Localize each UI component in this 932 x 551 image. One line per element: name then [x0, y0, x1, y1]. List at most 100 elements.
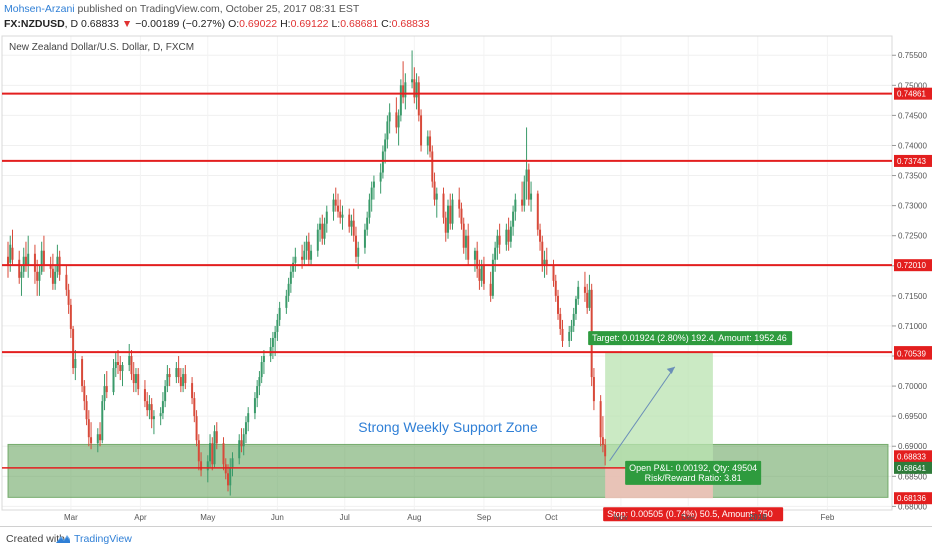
candle-body [262, 356, 265, 363]
candle-body [415, 82, 418, 98]
candle-body [101, 401, 104, 441]
candle-body [274, 331, 277, 338]
candle-body [458, 199, 461, 209]
candle-body [543, 259, 546, 266]
candle-body [96, 434, 99, 444]
candle-body [583, 286, 586, 293]
candle-body [175, 368, 178, 378]
candle-body [238, 440, 241, 459]
author-link[interactable]: Mohsen-Arzani [4, 3, 75, 15]
candle-body [525, 169, 528, 182]
candle-body [99, 434, 102, 441]
x-tick-label: Nov [614, 513, 628, 522]
candle-body [489, 283, 492, 296]
candle-body [9, 244, 12, 263]
candle-body [337, 205, 339, 212]
candle-body [231, 458, 234, 468]
pnl-text: Open P&L: 0.00192, Qty: 49504 [629, 463, 757, 473]
candle-body [541, 241, 544, 266]
x-tick-label: Sep [477, 513, 492, 522]
candle-body [242, 434, 245, 447]
candle-body [386, 121, 389, 140]
target-label-box [588, 331, 793, 346]
candle-body [305, 241, 308, 251]
candle-body [184, 374, 187, 384]
candle-body [303, 250, 306, 260]
candle-body [417, 82, 420, 116]
symbol-label[interactable]: FX:NZDUSD [4, 18, 65, 30]
candle-body [429, 136, 432, 152]
y-tick-label: 0.68500 [898, 472, 927, 481]
candle-body [592, 377, 595, 402]
candle-body [287, 283, 290, 296]
tradingview-logo-icon[interactable] [55, 532, 71, 550]
candle-body [87, 419, 90, 438]
footer-bar: Created with TradingView [0, 526, 932, 551]
arrow-head-icon [666, 366, 675, 374]
candle-body [319, 223, 322, 230]
stop-label-text: Stop: 0.00505 (0.74%) 50.5, Amount: 750 [607, 509, 773, 519]
chart-grid [2, 36, 892, 510]
candle-body [85, 401, 88, 420]
y-tick-label: 0.71500 [898, 292, 927, 301]
candle-body [352, 220, 355, 236]
candle-body [491, 259, 494, 296]
price-label-box [894, 492, 932, 505]
candle-body [69, 304, 72, 329]
candle-body [561, 328, 564, 341]
candle-body [420, 115, 423, 146]
y-tick-label: 0.75500 [898, 51, 927, 60]
candle-layer [7, 50, 607, 496]
candle-body [209, 443, 212, 462]
candle-body [384, 139, 387, 152]
candle-body [130, 356, 133, 375]
candle-body [74, 359, 77, 369]
candle-body [604, 444, 607, 457]
candle-body [105, 386, 108, 393]
candle-body [36, 271, 39, 281]
candle-body [536, 193, 539, 230]
x-tick-label: Feb [820, 513, 834, 522]
candle-body [224, 464, 227, 474]
candle-body [586, 292, 589, 308]
candle-body [211, 443, 214, 465]
candle-body [460, 208, 463, 224]
candle-body [444, 217, 447, 233]
candle-body [350, 220, 353, 227]
y-tick-label: 0.74500 [898, 111, 927, 120]
high-value: 0.69122 [290, 18, 329, 30]
candle-body [7, 256, 9, 266]
candle-body [476, 250, 479, 269]
price-label-box [894, 461, 932, 474]
tradingview-link[interactable]: TradingView [74, 533, 132, 545]
y-tick-label: 0.72500 [898, 232, 927, 241]
price-label: 0.68833 [897, 452, 926, 461]
candle-body [570, 325, 573, 332]
candle-body [166, 374, 169, 387]
price-label: 0.73743 [897, 157, 926, 166]
candle-body [294, 256, 297, 263]
low-label: L: [331, 18, 341, 30]
ohlc-line: FX:NZDUSD, D 0.68833 ▼ −0.00189 (−0.27%)… [4, 18, 430, 30]
candle-body [496, 235, 499, 248]
publisher-line: Mohsen-Arzani published on TradingView.c… [4, 3, 359, 15]
y-tick-label: 0.69000 [898, 442, 927, 451]
candle-body [146, 401, 149, 411]
candle-body [258, 377, 261, 387]
candle-body [341, 214, 344, 218]
header-bar: Mohsen-Arzani published on TradingView.c… [0, 0, 932, 34]
pnl-box [625, 460, 762, 485]
candle-body [90, 437, 93, 444]
y-tick-label: 0.74000 [898, 141, 927, 150]
candle-body [577, 286, 580, 299]
price-chart[interactable]: Target: 0.01924 (2.80%) 192.4, Amount: 1… [0, 0, 932, 526]
candle-body [27, 253, 30, 266]
candle-body [554, 280, 557, 296]
candle-body [247, 413, 250, 423]
candle-body [289, 271, 292, 284]
y-tick-label: 0.73000 [898, 202, 927, 211]
x-tick-label: Dec [681, 513, 695, 522]
price-label-box [894, 259, 932, 272]
candle-body [372, 181, 375, 188]
candle-body [447, 205, 449, 233]
